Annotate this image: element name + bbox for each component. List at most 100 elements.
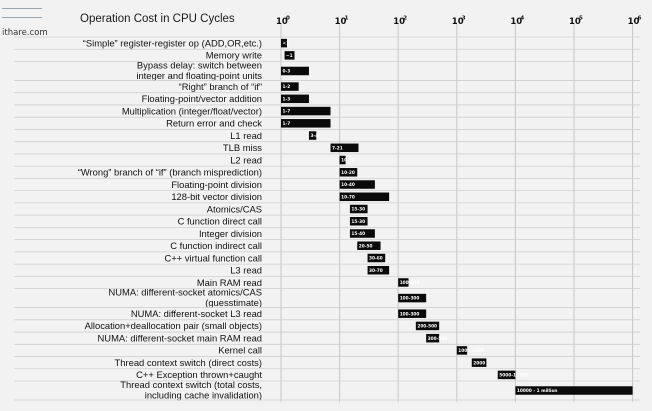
bar — [339, 155, 346, 165]
bar — [398, 293, 427, 303]
row-label: Bypass delay: switch between — [137, 59, 262, 70]
bar-label: <1 — [283, 41, 290, 47]
bar-label: ~1 — [286, 53, 293, 59]
row-label: Thread context switch (direct costs) — [115, 357, 262, 368]
bar — [398, 309, 427, 318]
bar-label: 2000 — [473, 360, 485, 366]
row-label: Atomics/CAS — [207, 203, 262, 214]
x-tick-label-1: 10 — [335, 17, 347, 27]
bar — [349, 229, 375, 238]
bar-label: 0-3 — [283, 69, 291, 75]
bar — [426, 333, 440, 343]
x-tick-label-5: 10 — [569, 17, 581, 27]
bar — [330, 143, 359, 153]
bar-label: 1000-1500 — [458, 348, 484, 354]
bar — [471, 358, 487, 367]
bar — [281, 119, 331, 128]
row-label: NUMA: different-socket atomics/CAS — [108, 286, 262, 297]
row-label: Return error and check — [166, 118, 262, 129]
x-tick-exponent-0: 0 — [286, 16, 290, 22]
bar-label: 1-3 — [283, 96, 291, 102]
bar — [357, 241, 381, 250]
x-tick-label-0: 10 — [276, 17, 288, 27]
bar — [281, 106, 331, 116]
x-tick-label-2: 10 — [393, 17, 405, 27]
row-label: 128-bit vector division — [171, 191, 262, 202]
bar-label: 100-300 — [400, 296, 420, 302]
bar-label: 20-50 — [359, 243, 373, 249]
bar-label: 100-150 — [400, 280, 420, 286]
bar-label: 7-21 — [332, 145, 343, 151]
bar — [515, 386, 633, 395]
row-label: Floating-point division — [171, 179, 262, 190]
x-tick-exponent-6: 6 — [638, 16, 642, 22]
bar-label: 10-12 — [341, 158, 355, 164]
bar-label: 300-500 — [428, 336, 448, 342]
row-label: “Simple” register-register op (ADD,OR,et… — [83, 37, 262, 48]
row-label: (guesstimate) — [205, 297, 262, 308]
x-tick-exponent-2: 2 — [403, 16, 407, 22]
bar-label: 1-7 — [283, 121, 291, 127]
bar — [339, 192, 390, 202]
x-tick-label-6: 10 — [628, 17, 640, 27]
row-label: “Wrong” branch of “if” (branch mispredic… — [78, 167, 262, 178]
bar — [284, 51, 295, 60]
row-label: Kernel call — [218, 345, 262, 356]
row-label: L1 read — [230, 130, 262, 141]
bar — [415, 321, 440, 331]
bar — [281, 94, 309, 104]
bar — [281, 82, 299, 91]
bar-label: 3-4 — [310, 133, 318, 139]
bar-label: 15-30 — [351, 219, 365, 225]
bar — [367, 265, 390, 275]
x-tick-label-3: 10 — [452, 17, 464, 27]
bar — [308, 131, 317, 140]
row-label: L2 read — [230, 154, 262, 165]
x-tick-exponent-4: 4 — [520, 16, 524, 22]
bar — [497, 370, 516, 380]
row-label: NUMA: different-socket main RAM read — [98, 332, 262, 343]
bar-label: 1-2 — [283, 84, 291, 90]
chart-title: Operation Cost in CPU Cycles — [80, 13, 235, 25]
bar-label: 10-70 — [341, 194, 355, 200]
x-tick-exponent-1: 1 — [345, 16, 349, 22]
ithare-logo: ithare.com — [2, 8, 48, 39]
row-label: C++ virtual function call — [165, 252, 262, 263]
logo-text: ithare.com — [2, 28, 48, 38]
bar — [339, 168, 358, 177]
row-label: Thread context switch (total costs, — [120, 379, 262, 390]
bar — [281, 66, 309, 76]
row-label: C function direct call — [178, 216, 262, 227]
row-label: integer and floating-point units — [136, 70, 262, 81]
row-label: C function indirect call — [170, 240, 262, 251]
bar-label: 5000-10000 — [499, 373, 528, 379]
row-label: including cache invalidation) — [145, 389, 262, 400]
bar — [349, 204, 368, 214]
bar-label: 10-20 — [341, 170, 355, 176]
bar — [398, 278, 409, 287]
bar-label: 200-500 — [417, 324, 437, 330]
row-label: “Right” branch of “if” — [179, 81, 262, 92]
row-label: L3 read — [230, 265, 262, 276]
bar-label: 30-60 — [369, 256, 383, 262]
row-label: Integer division — [199, 228, 262, 239]
row-label: Floating-point/vector addition — [142, 93, 262, 104]
bar-label: 15-30 — [351, 207, 365, 213]
bar-label: 1-7 — [283, 109, 291, 115]
x-tick-exponent-3: 3 — [462, 16, 466, 22]
bar-label: 10-40 — [341, 182, 355, 188]
x-tick-label-4: 10 — [510, 17, 522, 27]
bar-label: 30-70 — [369, 268, 383, 274]
bar — [281, 38, 287, 48]
x-tick-exponent-5: 5 — [579, 16, 583, 22]
row-label: C++ Exception thrown+caught — [136, 369, 262, 380]
bar — [367, 253, 386, 263]
row-label: Multiplication (integer/float/vector) — [122, 105, 262, 116]
bar — [349, 217, 368, 226]
row-label: NUMA: different-socket L3 read — [131, 308, 262, 319]
bar-label: 10000 - 1 million — [517, 388, 558, 394]
bar — [456, 346, 468, 355]
logo-mark-icon — [2, 8, 42, 18]
